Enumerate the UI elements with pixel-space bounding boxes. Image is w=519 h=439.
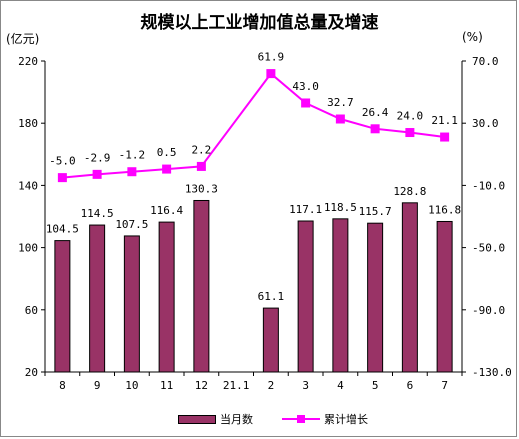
y-right-tick-label: -130.0	[472, 366, 512, 379]
legend-bar-label: 当月数	[220, 413, 253, 426]
y-left-tick-label: 100	[18, 242, 38, 255]
bar	[436, 220, 453, 373]
x-tick-label: 9	[94, 379, 101, 392]
growth-value-label: 24.0	[397, 110, 424, 123]
growth-marker	[92, 169, 102, 179]
growth-marker	[266, 69, 276, 79]
bar	[54, 240, 71, 373]
y-left-tick-label: 60	[25, 304, 38, 317]
bar-value-label: 116.4	[150, 204, 183, 217]
growth-marker	[335, 114, 345, 124]
bar	[367, 222, 384, 373]
growth-value-label: -2.9	[84, 151, 111, 164]
bar	[193, 199, 210, 373]
growth-marker	[196, 161, 206, 171]
legend-line-swatch	[282, 413, 320, 425]
x-tick-label: 3	[302, 379, 309, 392]
x-tick-label: 21.1	[223, 379, 250, 392]
bar	[262, 307, 279, 373]
x-tick-label: 10	[125, 379, 138, 392]
bar-value-label: 117.1	[289, 203, 322, 216]
y-left-tick-label: 140	[18, 179, 38, 192]
x-tick-label: 2	[268, 379, 275, 392]
y-left-tick-label: 180	[18, 117, 38, 130]
growth-value-label: 21.1	[431, 114, 458, 127]
growth-marker	[127, 167, 137, 177]
right-axis-unit: (%)	[462, 30, 483, 44]
x-tick-label: 6	[407, 379, 414, 392]
growth-value-label: 32.7	[327, 96, 354, 109]
growth-value-label: -1.2	[119, 149, 146, 162]
bar-value-label: 115.7	[359, 205, 392, 218]
bar	[332, 218, 349, 373]
x-tick-label: 7	[441, 379, 448, 392]
growth-value-label: 2.2	[191, 143, 211, 156]
chart-title: 规模以上工业增加值总量及增速	[140, 13, 379, 33]
growth-value-label: 0.5	[157, 146, 177, 159]
growth-value-label: 43.0	[292, 80, 319, 93]
legend-bar-swatch	[178, 414, 216, 424]
growth-marker	[162, 164, 172, 174]
y-left-tick-label: 20	[25, 366, 38, 379]
x-tick-label: 8	[59, 379, 66, 392]
growth-line	[62, 72, 445, 179]
bar-value-label: 116.8	[428, 203, 461, 216]
growth-marker	[370, 124, 380, 134]
bar	[401, 202, 418, 373]
x-tick-label: 12	[195, 379, 208, 392]
growth-value-label: 26.4	[362, 106, 389, 119]
legend: 当月数 累计增长	[150, 411, 430, 429]
bar	[123, 235, 140, 373]
x-tick-label: 4	[337, 379, 344, 392]
y-right-tick-label: 70.0	[472, 55, 499, 68]
bar-value-label: 61.1	[258, 290, 285, 303]
x-tick-label: 11	[160, 379, 173, 392]
bar-value-label: 128.8	[393, 185, 426, 198]
y-right-tick-label: -10.0	[472, 179, 505, 192]
y-left-tick-label: 220	[18, 55, 38, 68]
growth-marker	[405, 128, 415, 138]
bar-value-label: 130.3	[185, 182, 218, 195]
bar-value-label: 104.5	[46, 223, 79, 236]
growth-value-label: 61.9	[258, 51, 285, 64]
legend-line-label: 累计增长	[324, 413, 368, 426]
y-right-tick-label: -90.0	[472, 304, 505, 317]
x-tick-label: 5	[372, 379, 379, 392]
y-right-tick-label: 30.0	[472, 117, 499, 130]
bar-value-label: 118.5	[324, 201, 357, 214]
bar	[297, 220, 314, 373]
growth-marker	[57, 173, 67, 183]
bar	[158, 221, 175, 373]
bar-value-label: 114.5	[81, 207, 114, 220]
y-right-tick-label: -50.0	[472, 242, 505, 255]
bar-value-label: 107.5	[115, 218, 148, 231]
growth-value-label: -5.0	[49, 155, 76, 168]
legend-item-line: 累计增长	[282, 411, 368, 427]
left-axis-unit: (亿元)	[6, 32, 40, 46]
legend-item-bar: 当月数	[178, 411, 253, 427]
growth-marker	[301, 98, 311, 108]
bar	[89, 224, 106, 373]
growth-marker	[440, 132, 450, 142]
